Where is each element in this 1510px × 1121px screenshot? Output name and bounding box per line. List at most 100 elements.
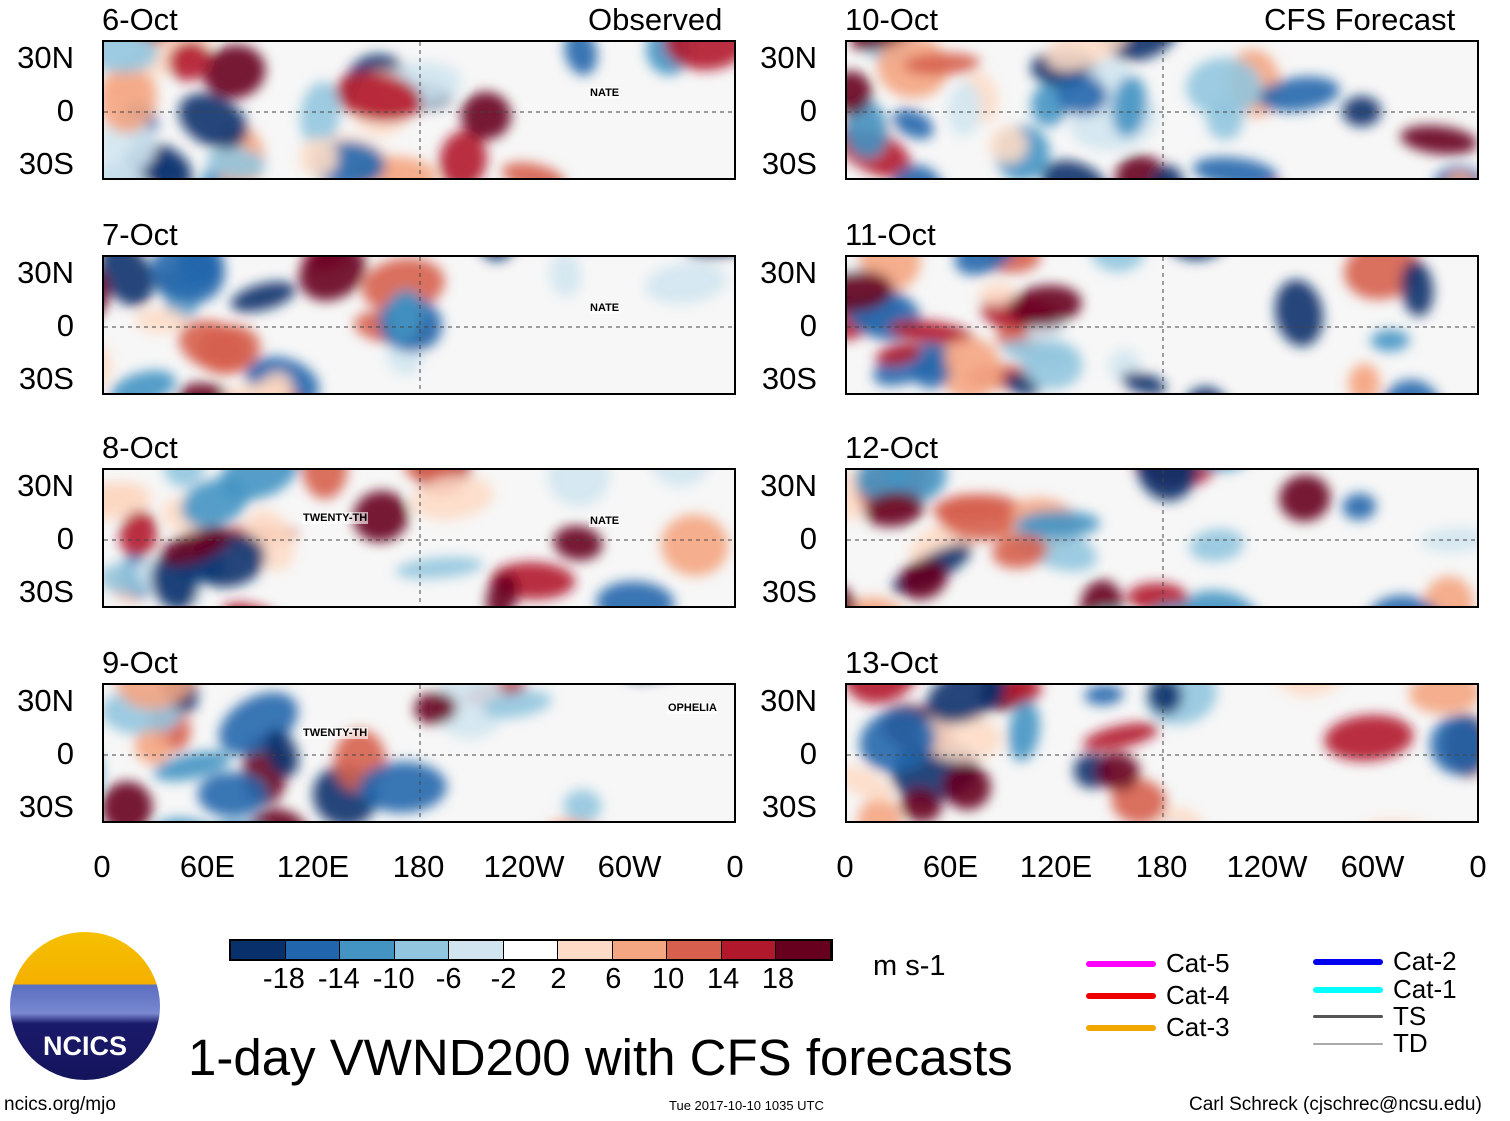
lat-label: 0: [56, 308, 74, 343]
colorbar-tick: -14: [317, 963, 360, 995]
wind-anomaly: [1279, 474, 1331, 522]
wind-anomaly: [1192, 157, 1278, 178]
colorbar-swatch: [667, 941, 722, 959]
wind-anomaly: [153, 751, 232, 782]
lon-label: 120W: [1226, 849, 1308, 884]
lon-label: 120E: [1019, 849, 1093, 884]
legend-label: Cat-2: [1393, 946, 1457, 976]
colorbar-swatch: [776, 941, 832, 959]
wind-anomaly: [301, 470, 348, 500]
wind-anomaly: [104, 163, 155, 178]
wind-anomaly: [1080, 579, 1123, 606]
lon-label: 60E: [922, 849, 979, 884]
wind-anomaly: [1111, 778, 1167, 821]
wind-field: [104, 470, 734, 606]
colorbar-tick: 14: [706, 963, 740, 995]
panel-date: 6-Oct: [102, 2, 178, 37]
wind-field: [847, 685, 1477, 821]
panel-date: 10-Oct: [845, 2, 939, 37]
wind-anomaly: [115, 685, 197, 710]
lat-label: 30S: [18, 789, 74, 824]
legend-line: [1313, 986, 1383, 993]
wind-anomaly: [1257, 391, 1359, 395]
units-label: m s-1: [873, 950, 946, 982]
wind-anomaly: [1348, 363, 1381, 393]
wind-anomaly: [358, 761, 447, 813]
wind-anomaly: [160, 526, 231, 566]
colorbar-tick: 2: [550, 963, 567, 995]
wind-anomaly: [1084, 685, 1124, 706]
lat-label: 0: [56, 736, 74, 771]
legend-item: TD: [1313, 1028, 1428, 1059]
lat-label: 30S: [761, 789, 817, 824]
wind-anomaly: [1184, 386, 1228, 393]
wind-anomaly: [1370, 329, 1410, 352]
wind-anomaly: [1136, 470, 1198, 502]
footer-link[interactable]: ncics.org/mjo: [4, 1094, 116, 1115]
map-panel: TWENTY-TH NATE: [102, 468, 736, 608]
wind-anomaly: [947, 81, 982, 137]
logo-text: NCICS: [42, 1031, 127, 1061]
colorbar-swatch: [721, 941, 777, 959]
wind-anomaly: [433, 685, 507, 739]
wind-anomaly: [1420, 527, 1477, 553]
wind-anomaly: [1258, 76, 1340, 112]
panel-date: 8-Oct: [102, 430, 178, 465]
wind-anomaly: [875, 343, 922, 367]
lon-label: 180: [392, 849, 445, 884]
wind-anomaly: [621, 685, 701, 687]
wind-anomaly: [549, 257, 582, 297]
wind-anomaly: [1434, 166, 1477, 178]
wind-anomaly: [1102, 42, 1181, 61]
lat-label: 30N: [17, 40, 74, 75]
wind-anomaly: [299, 137, 339, 177]
lat-label: 30S: [18, 361, 74, 396]
wind-anomaly: [992, 533, 1048, 569]
lon-label: 60E: [179, 849, 236, 884]
wind-anomaly: [104, 482, 153, 521]
wind-anomaly: [1324, 714, 1414, 762]
wind-anomaly: [223, 602, 284, 606]
wind-anomaly: [645, 262, 727, 304]
wind-anomaly: [887, 470, 947, 502]
wind-anomaly: [265, 729, 299, 777]
wind-anomaly: [178, 320, 249, 372]
colorbar-tick: 6: [605, 963, 622, 995]
panel-date: 9-Oct: [102, 645, 178, 680]
wind-anomaly: [1111, 75, 1147, 137]
wind-anomaly: [460, 91, 512, 140]
legend-item: Cat-2: [1313, 946, 1457, 977]
wind-anomaly: [1429, 715, 1477, 775]
legend-line: [1313, 958, 1383, 965]
wind-anomaly: [660, 514, 729, 576]
lon-label: 120W: [483, 849, 565, 884]
wind-anomaly: [1041, 160, 1109, 178]
legend-line: [1086, 960, 1156, 967]
lat-label: 0: [56, 93, 74, 128]
wind-anomaly: [298, 257, 366, 301]
lat-label: 30S: [18, 146, 74, 181]
wind-anomaly: [943, 763, 991, 810]
wind-anomaly: [104, 781, 153, 821]
wind-anomaly: [954, 257, 1017, 276]
wind-anomaly: [1022, 340, 1083, 390]
wind-anomaly: [177, 257, 224, 287]
wind-anomaly: [414, 691, 457, 725]
wind-anomaly: [1121, 371, 1167, 393]
colorbar-tick: -2: [490, 963, 517, 995]
wind-anomaly: [300, 81, 341, 148]
legend-item: Cat-1: [1313, 974, 1457, 1005]
storm-label: NATE: [589, 87, 621, 99]
lon-label: 60W: [1340, 849, 1405, 884]
legend-item: Cat-4: [1086, 980, 1230, 1011]
panel-date: 13-Oct: [845, 645, 939, 680]
colorbar-swatch: [231, 941, 286, 959]
lat-label: 30S: [18, 574, 74, 609]
wind-anomaly: [1400, 260, 1434, 317]
wind-anomaly: [564, 42, 598, 76]
wind-anomaly: [395, 557, 484, 579]
wind-anomaly: [255, 372, 293, 393]
lat-label: 30N: [17, 468, 74, 503]
wind-anomaly: [873, 342, 947, 386]
wind-anomaly: [553, 525, 603, 561]
